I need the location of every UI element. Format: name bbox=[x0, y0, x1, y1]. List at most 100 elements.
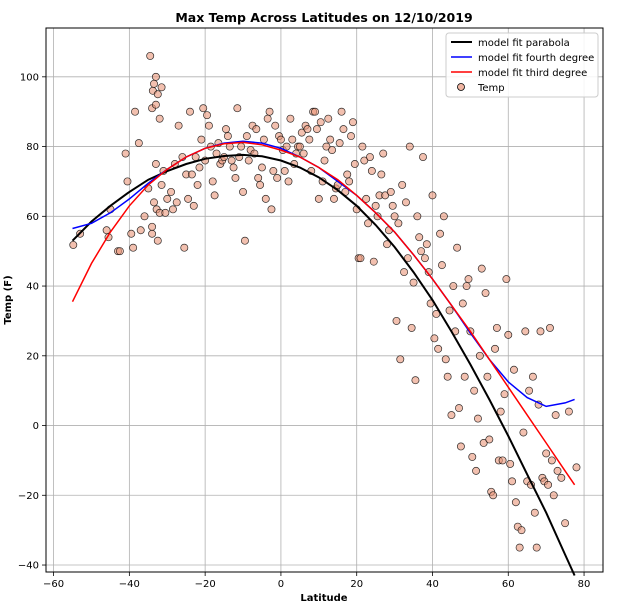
temp-point bbox=[396, 355, 405, 364]
temp-point bbox=[193, 180, 202, 189]
y-tick-label: 20 bbox=[26, 351, 39, 362]
temp-point bbox=[441, 355, 450, 364]
temp-point bbox=[530, 508, 539, 517]
temp-point bbox=[295, 142, 304, 151]
temp-point bbox=[136, 226, 145, 235]
temp-point bbox=[462, 282, 471, 291]
temp-point bbox=[123, 177, 132, 186]
temp-point bbox=[362, 194, 371, 203]
temp-point bbox=[227, 156, 236, 165]
temp-point bbox=[366, 153, 374, 161]
temp-point bbox=[502, 275, 511, 284]
temp-point bbox=[184, 194, 193, 203]
temp-point bbox=[373, 212, 382, 221]
temp-point bbox=[392, 316, 401, 325]
y-tick-label: 60 bbox=[26, 212, 39, 223]
y-tick-label: 40 bbox=[26, 282, 39, 293]
temp-point bbox=[549, 491, 558, 500]
chart-title: Max Temp Across Latitudes on 12/10/2019 bbox=[175, 10, 472, 25]
temp-point bbox=[364, 219, 373, 228]
temp-point bbox=[367, 167, 376, 175]
temp-point bbox=[348, 118, 357, 127]
temp-point bbox=[197, 135, 206, 144]
fit-lines bbox=[71, 140, 576, 576]
temp-point bbox=[186, 107, 194, 116]
temp-point bbox=[148, 222, 157, 231]
temp-point bbox=[491, 344, 499, 353]
temp-point bbox=[350, 160, 359, 168]
temp-point bbox=[284, 177, 293, 186]
temp-point bbox=[447, 411, 456, 420]
temp-point bbox=[148, 229, 157, 238]
gridlines bbox=[46, 28, 603, 572]
temp-point bbox=[506, 459, 515, 468]
temp-point bbox=[330, 194, 338, 203]
temp-point bbox=[409, 278, 418, 287]
temp-point bbox=[430, 334, 439, 343]
temp-point bbox=[339, 125, 348, 134]
temp-point bbox=[519, 428, 528, 437]
temp-point bbox=[371, 201, 380, 210]
temp-point bbox=[475, 351, 484, 360]
temp-point bbox=[305, 135, 314, 144]
temp-point bbox=[343, 170, 352, 179]
fit-line-third-degree bbox=[71, 141, 576, 486]
temp-point bbox=[498, 456, 507, 465]
temp-point bbox=[481, 289, 490, 297]
temp-point bbox=[407, 323, 416, 332]
temp-point bbox=[422, 240, 431, 249]
temp-point bbox=[428, 191, 437, 200]
temp-point bbox=[297, 128, 306, 137]
temp-point bbox=[492, 323, 501, 332]
x-tick-label: −20 bbox=[195, 579, 216, 590]
temp-point bbox=[379, 149, 388, 158]
temp-point bbox=[299, 149, 308, 158]
legend-label-third: model fit third degree bbox=[478, 68, 587, 79]
temp-point bbox=[381, 191, 390, 200]
temp-point bbox=[157, 83, 166, 92]
temp-point bbox=[474, 414, 482, 423]
temp-point bbox=[273, 173, 282, 182]
temp-point bbox=[322, 142, 331, 151]
temp-point bbox=[172, 198, 181, 207]
temp-point bbox=[470, 386, 479, 395]
temp-point bbox=[337, 107, 346, 116]
temp-point bbox=[377, 170, 386, 179]
temp-point bbox=[222, 125, 230, 134]
temp-point bbox=[328, 146, 337, 155]
temp-point bbox=[150, 79, 158, 88]
temp-point bbox=[388, 201, 397, 210]
temp-point bbox=[413, 212, 422, 221]
temp-point bbox=[204, 121, 213, 130]
temp-point bbox=[258, 163, 266, 172]
temp-point bbox=[496, 407, 505, 416]
temp-point bbox=[168, 205, 177, 214]
temp-point bbox=[434, 344, 443, 353]
temp-point bbox=[356, 254, 365, 263]
temp-point bbox=[424, 268, 433, 277]
x-tick-label: 40 bbox=[426, 579, 439, 590]
temp-point bbox=[167, 187, 175, 196]
temp-point bbox=[252, 125, 261, 134]
y-tick-label: 0 bbox=[33, 421, 39, 432]
y-tick-label: 100 bbox=[20, 72, 39, 83]
temp-point bbox=[477, 264, 486, 273]
temp-point bbox=[561, 519, 570, 528]
temp-point bbox=[161, 208, 170, 217]
x-tick-label: −40 bbox=[119, 579, 140, 590]
temp-point bbox=[151, 100, 160, 109]
temp-point bbox=[174, 121, 183, 130]
legend-swatch-temp bbox=[457, 83, 465, 91]
x-tick-label: 60 bbox=[502, 579, 515, 590]
temp-point bbox=[155, 114, 164, 123]
temp-point bbox=[316, 118, 325, 127]
temp-point bbox=[456, 442, 465, 451]
temp-point bbox=[280, 167, 289, 175]
temp-point bbox=[390, 212, 399, 221]
temp-point bbox=[259, 135, 268, 144]
temp-point bbox=[544, 480, 553, 489]
temp-point bbox=[324, 114, 333, 123]
temp-point bbox=[402, 198, 410, 207]
temp-point bbox=[547, 456, 556, 465]
temp-point bbox=[449, 282, 458, 291]
